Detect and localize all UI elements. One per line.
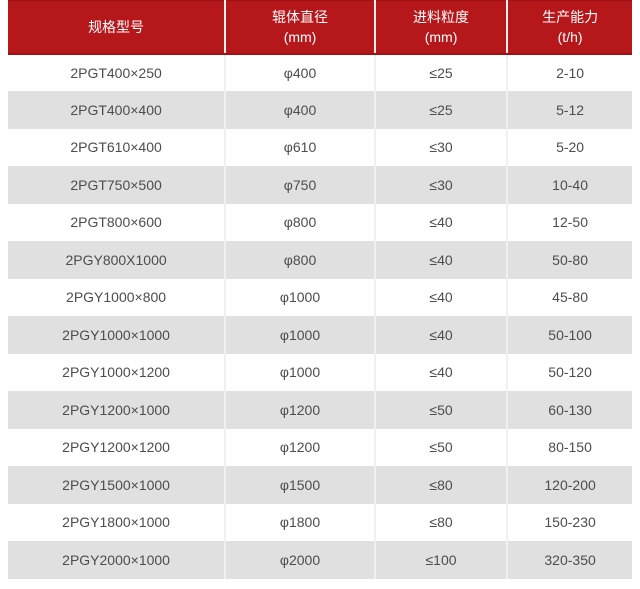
cell-roller-diameter: φ610 (224, 128, 375, 166)
cell-feed-size: ≤30 (373, 166, 508, 204)
spec-table: 规格型号 辊体直径 (mm) 进料粒度 (mm) 生产能力 (t/h) 2PGT… (8, 0, 632, 579)
cell-feed-size: ≤50 (373, 428, 508, 466)
cell-capacity: 2-10 (506, 53, 632, 91)
cell-feed-size: ≤40 (373, 203, 508, 241)
cell-model: 2PGY1800×1000 (8, 503, 226, 541)
table-row: 2PGY2000×1000 φ2000 ≤100 320-350 (8, 541, 632, 579)
header-model: 规格型号 (8, 0, 226, 55)
cell-roller-diameter: φ1000 (224, 353, 375, 391)
header-roller-diameter-label: 辊体直径 (272, 8, 329, 25)
cell-feed-size: ≤40 (373, 241, 508, 279)
cell-capacity: 320-350 (506, 541, 632, 579)
cell-roller-diameter: φ750 (224, 166, 375, 204)
cell-feed-size: ≤80 (373, 466, 508, 504)
cell-feed-size: ≤50 (373, 391, 508, 429)
cell-roller-diameter: φ800 (224, 203, 375, 241)
cell-feed-size: ≤25 (373, 53, 508, 91)
cell-model: 2PGT750×500 (8, 166, 226, 204)
cell-model: 2PGY1000×1000 (8, 316, 226, 354)
header-capacity: 生产能力 (t/h) (506, 0, 632, 55)
cell-roller-diameter: φ1500 (224, 466, 375, 504)
table-row: 2PGT610×400 φ610 ≤30 5-20 (8, 128, 632, 166)
table-row: 2PGY1000×800 φ1000 ≤40 45-80 (8, 278, 632, 316)
table-row: 2PGT750×500 φ750 ≤30 10-40 (8, 166, 632, 204)
table-row: 2PGY800X1000 φ800 ≤40 50-80 (8, 241, 632, 279)
header-feed-size-label: 进料粒度 (413, 8, 470, 25)
table-row: 2PGT400×400 φ400 ≤25 5-12 (8, 91, 632, 129)
table-row: 2PGY1000×1000 φ1000 ≤40 50-100 (8, 316, 632, 354)
table-row: 2PGT400×250 φ400 ≤25 2-10 (8, 53, 632, 91)
cell-capacity: 50-120 (506, 353, 632, 391)
header-feed-size: 进料粒度 (mm) (373, 0, 508, 55)
cell-feed-size: ≤40 (373, 316, 508, 354)
cell-feed-size: ≤25 (373, 91, 508, 129)
cell-roller-diameter: φ1000 (224, 316, 375, 354)
cell-model: 2PGT400×250 (8, 53, 226, 91)
cell-capacity: 10-40 (506, 166, 632, 204)
cell-model: 2PGY2000×1000 (8, 541, 226, 579)
header-row: 规格型号 辊体直径 (mm) 进料粒度 (mm) 生产能力 (t/h) (8, 0, 632, 55)
cell-feed-size: ≤30 (373, 128, 508, 166)
cell-roller-diameter: φ2000 (224, 541, 375, 579)
table-row: 2PGY1200×1000 φ1200 ≤50 60-130 (8, 391, 632, 429)
cell-feed-size: ≤80 (373, 503, 508, 541)
header-capacity-unit: (t/h) (557, 28, 583, 45)
table-row: 2PGY1500×1000 φ1500 ≤80 120-200 (8, 466, 632, 504)
table-body: 2PGT400×250 φ400 ≤25 2-10 2PGT400×400 φ400 ≤25… (8, 53, 632, 579)
cell-feed-size: ≤40 (373, 353, 508, 391)
table-row: 2PGY1800×1000 φ1800 ≤80 150-230 (8, 503, 632, 541)
cell-roller-diameter: φ1200 (224, 391, 375, 429)
cell-capacity: 60-130 (506, 391, 632, 429)
cell-feed-size: ≤100 (373, 541, 508, 579)
cell-model: 2PGY1000×800 (8, 278, 226, 316)
table-row: 2PGY1200×1200 φ1200 ≤50 80-150 (8, 428, 632, 466)
cell-roller-diameter: φ1200 (224, 428, 375, 466)
cell-capacity: 50-100 (506, 316, 632, 354)
table-row: 2PGT800×600 φ800 ≤40 12-50 (8, 203, 632, 241)
cell-model: 2PGY1000×1200 (8, 353, 226, 391)
header-roller-diameter: 辊体直径 (mm) (224, 0, 375, 55)
header-model-label: 规格型号 (88, 18, 145, 35)
cell-capacity: 50-80 (506, 241, 632, 279)
cell-model: 2PGY800X1000 (8, 241, 226, 279)
cell-roller-diameter: φ800 (224, 241, 375, 279)
cell-capacity: 12-50 (506, 203, 632, 241)
header-feed-size-unit: (mm) (424, 28, 458, 45)
cell-roller-diameter: φ1800 (224, 503, 375, 541)
cell-model: 2PGT400×400 (8, 91, 226, 129)
table-row: 2PGY1000×1200 φ1000 ≤40 50-120 (8, 353, 632, 391)
cell-capacity: 45-80 (506, 278, 632, 316)
cell-model: 2PGT800×600 (8, 203, 226, 241)
cell-model: 2PGY1200×1200 (8, 428, 226, 466)
header-roller-diameter-unit: (mm) (283, 28, 317, 45)
cell-model: 2PGY1200×1000 (8, 391, 226, 429)
header-capacity-label: 生产能力 (542, 8, 599, 25)
cell-capacity: 120-200 (506, 466, 632, 504)
cell-feed-size: ≤40 (373, 278, 508, 316)
cell-capacity: 150-230 (506, 503, 632, 541)
cell-roller-diameter: φ400 (224, 53, 375, 91)
cell-model: 2PGY1500×1000 (8, 466, 226, 504)
cell-capacity: 80-150 (506, 428, 632, 466)
cell-roller-diameter: φ1000 (224, 278, 375, 316)
cell-capacity: 5-12 (506, 91, 632, 129)
cell-model: 2PGT610×400 (8, 128, 226, 166)
cell-roller-diameter: φ400 (224, 91, 375, 129)
cell-capacity: 5-20 (506, 128, 632, 166)
